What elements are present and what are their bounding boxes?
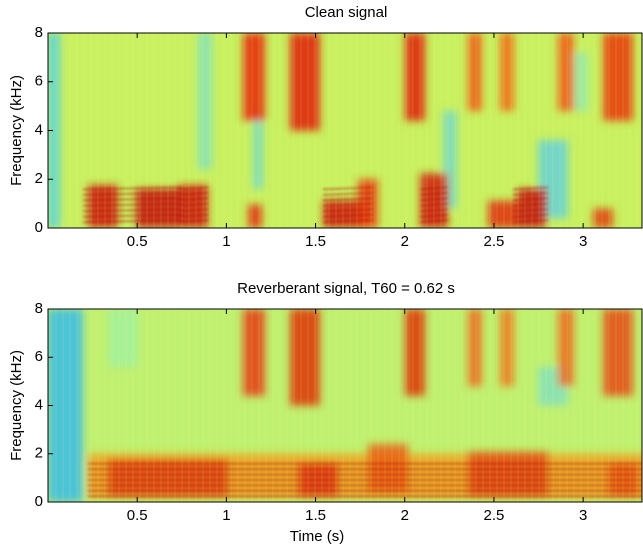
harmonic-streak (322, 214, 374, 218)
x-tick-label: 0.5 (127, 507, 148, 524)
spectrogram-blob (593, 208, 613, 228)
harmonic-streak (419, 186, 449, 191)
harmonic-streak (82, 219, 184, 223)
chart-title: Reverberant signal, T60 = 0.62 s (237, 280, 455, 297)
spectrogram-blob (290, 309, 320, 406)
harmonic-streak (512, 219, 549, 223)
spectrogram-blob (88, 185, 118, 228)
spectrogram-blob (405, 309, 425, 396)
spectrogram-blob (405, 33, 425, 121)
harmonic-streak (82, 186, 184, 191)
spectrogram-blob (420, 173, 448, 228)
x-tick-label: 2.5 (484, 233, 505, 250)
harmonic-streak (177, 208, 209, 212)
spectrogram-harmonics (88, 463, 642, 497)
spectrogram-blob (48, 309, 83, 502)
y-tick-label: 6 (35, 348, 43, 365)
x-tick-label: 1 (222, 233, 230, 250)
harmonic-streak (82, 208, 184, 212)
harmonic-streak (82, 214, 184, 218)
harmonic-streak (322, 203, 374, 207)
x-tick-label: 1.5 (305, 507, 326, 524)
y-tick-label: 8 (35, 300, 43, 317)
harmonic-streak (177, 192, 209, 196)
y-tick-label: 2 (35, 445, 43, 462)
harmonic-streak (177, 197, 209, 201)
harmonic-streak (419, 192, 449, 196)
harmonic-streak (322, 192, 374, 196)
y-tick-label: 6 (35, 73, 43, 90)
harmonic-streak (322, 219, 374, 223)
harmonic-streak (177, 219, 209, 223)
spectrogram-blob (368, 444, 408, 493)
spectrogram-blob (243, 309, 265, 396)
spectrogram-blob (488, 200, 518, 228)
spectrogram-image (48, 309, 642, 502)
harmonic-streak (419, 203, 449, 207)
spectrogram-blob (108, 459, 228, 497)
x-tick-label: 2 (401, 233, 409, 250)
spectrogram-blob (558, 309, 574, 387)
harmonic-streak (177, 214, 209, 218)
x-tick-label: 3 (579, 507, 587, 524)
harmonic-streak (322, 208, 374, 212)
spectrogram-blob (468, 309, 482, 387)
x-tick-label: 1 (222, 507, 230, 524)
harmonic-streak (512, 192, 549, 196)
x-tick-label: 2.5 (484, 507, 505, 524)
spectrogram-blob (253, 111, 263, 189)
spectrogram-blob (136, 189, 178, 228)
spectrogram-blob (290, 33, 320, 131)
y-axis-label: Frequency (kHz) (8, 350, 25, 461)
harmonic-streak (177, 203, 209, 207)
harmonic-streak (512, 186, 549, 191)
spectrogram-blob (603, 33, 633, 121)
harmonic-streak (512, 208, 549, 212)
y-tick-label: 2 (35, 170, 43, 187)
y-tick-label: 8 (35, 24, 43, 41)
y-tick-label: 4 (35, 121, 43, 138)
y-axis-label: Frequency (kHz) (8, 75, 25, 186)
harmonic-streak (322, 197, 374, 201)
harmonic-streak (419, 214, 449, 218)
spectrogram-blob (500, 309, 514, 387)
x-tick-label: 1.5 (305, 233, 326, 250)
y-tick-label: 0 (35, 219, 43, 236)
y-tick-label: 4 (35, 396, 43, 413)
harmonic-streak (82, 197, 184, 201)
harmonic-streak (177, 186, 209, 191)
spectrogram-blob (603, 309, 633, 396)
x-tick-label: 3 (579, 233, 587, 250)
spectrogram-harmonics (82, 186, 549, 223)
spectrogram-image (48, 33, 642, 228)
harmonic-streak (419, 197, 449, 201)
harmonic-streak (419, 208, 449, 212)
x-axis-label: Time (s) (290, 528, 344, 545)
spectrogram-blob (198, 33, 212, 170)
y-tick-label: 0 (35, 493, 43, 510)
harmonic-streak (512, 197, 549, 201)
harmonic-streak (512, 214, 549, 218)
spectrogram-blob (108, 309, 138, 367)
harmonic-streak (322, 186, 374, 191)
harmonic-streak (82, 203, 184, 207)
x-tick-label: 2 (401, 507, 409, 524)
spectrogram-blob (468, 33, 482, 111)
harmonic-streak (82, 192, 184, 196)
harmonic-streak (419, 219, 449, 223)
spectrogram-blob (243, 33, 265, 121)
x-tick-label: 0.5 (127, 233, 148, 250)
harmonic-streak (512, 203, 549, 207)
spectrogram-blob (248, 204, 262, 228)
spectrogram-blobs (48, 33, 633, 228)
spectrogram-blob (558, 33, 574, 111)
spectrogram-blob (500, 33, 514, 111)
chart-title: Clean signal (305, 4, 388, 21)
